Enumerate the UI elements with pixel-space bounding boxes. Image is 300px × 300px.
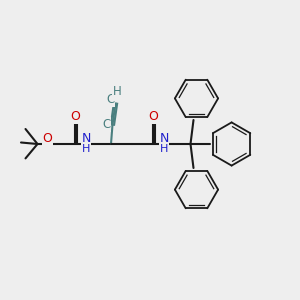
Text: H: H [112,85,122,98]
Text: N: N [159,131,169,145]
Text: H: H [82,144,90,154]
Text: O: O [42,132,52,145]
Text: O: O [148,110,158,124]
Text: H: H [160,144,168,154]
Text: C: C [106,93,114,106]
Text: N: N [81,131,91,145]
Text: C: C [102,118,111,131]
Text: O: O [70,110,80,124]
